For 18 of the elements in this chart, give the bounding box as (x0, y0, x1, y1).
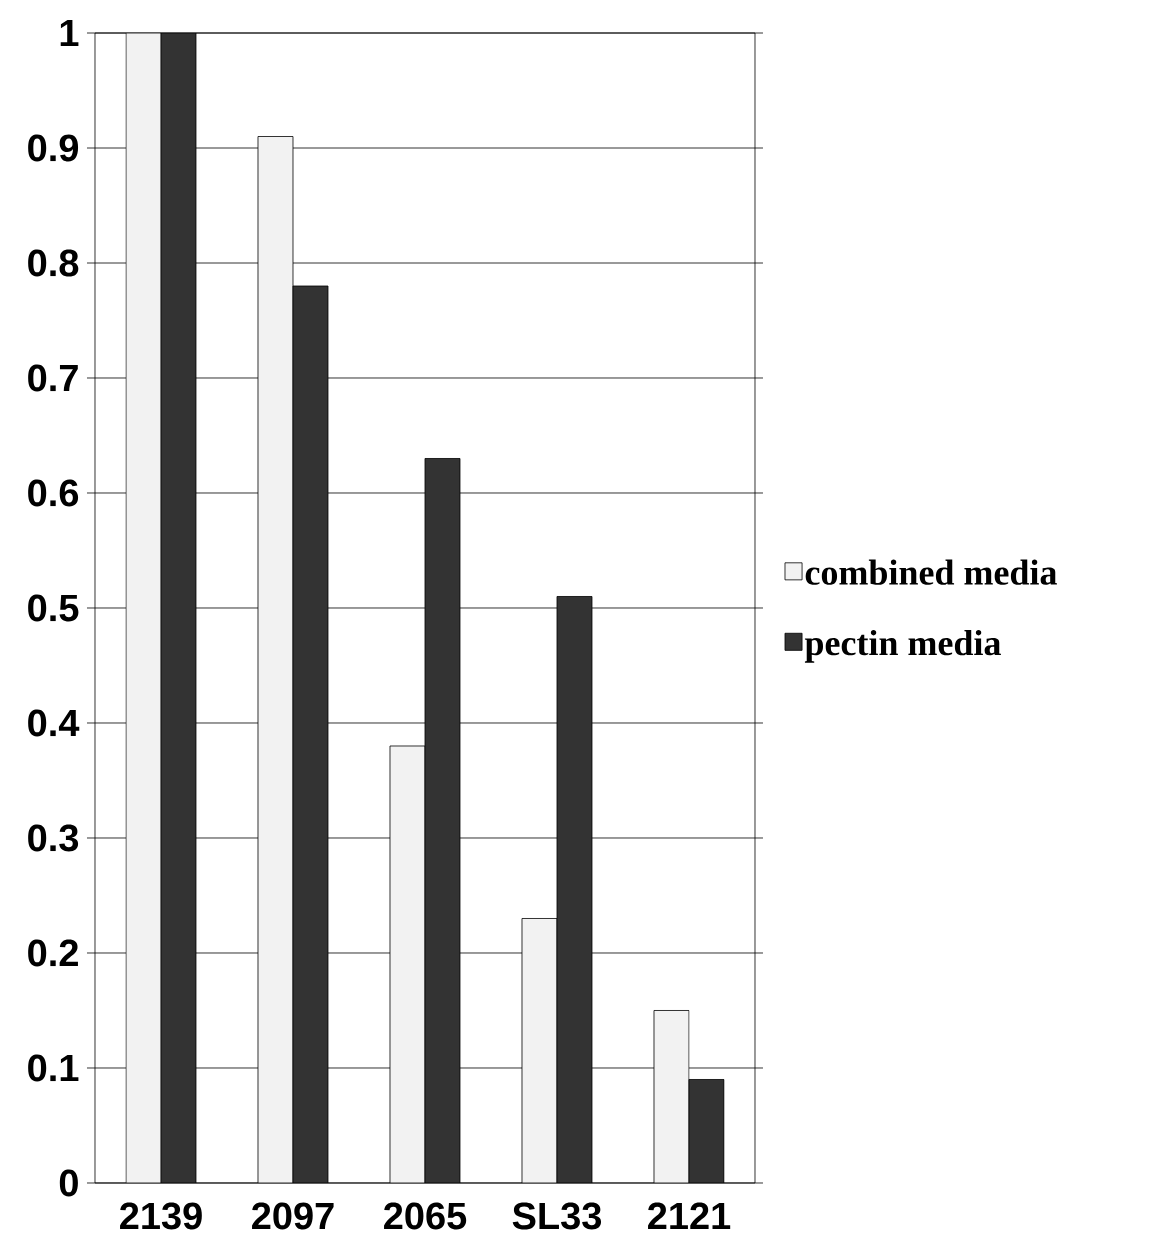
x-tick-label: 2121 (648, 1202, 731, 1230)
legend-label: pectin media (804, 630, 1001, 663)
legend-label: combined media (805, 559, 1057, 585)
y-tick-label: 0.6 (28, 479, 79, 507)
x-tick-label: 2139 (120, 1202, 202, 1230)
y-tick-label: 0 (59, 1169, 78, 1197)
y-tick-label: 0.7 (28, 364, 78, 392)
y-tick-label: 0.5 (28, 594, 79, 622)
x-tick-label: SL33 (512, 1202, 602, 1230)
y-tick-label: 0.4 (28, 709, 80, 737)
y-tick-label: 0.1 (28, 1054, 79, 1082)
x-tick-label: 2097 (252, 1202, 334, 1230)
y-tick-label: 0.3 (28, 824, 79, 852)
y-tick-label: 0.2 (28, 939, 78, 967)
y-tick-label: 0.8 (28, 249, 79, 277)
y-tick-label: 0.9 (28, 134, 79, 162)
x-tick-label: 2065 (384, 1202, 467, 1230)
y-tick-label: 1 (60, 19, 79, 47)
